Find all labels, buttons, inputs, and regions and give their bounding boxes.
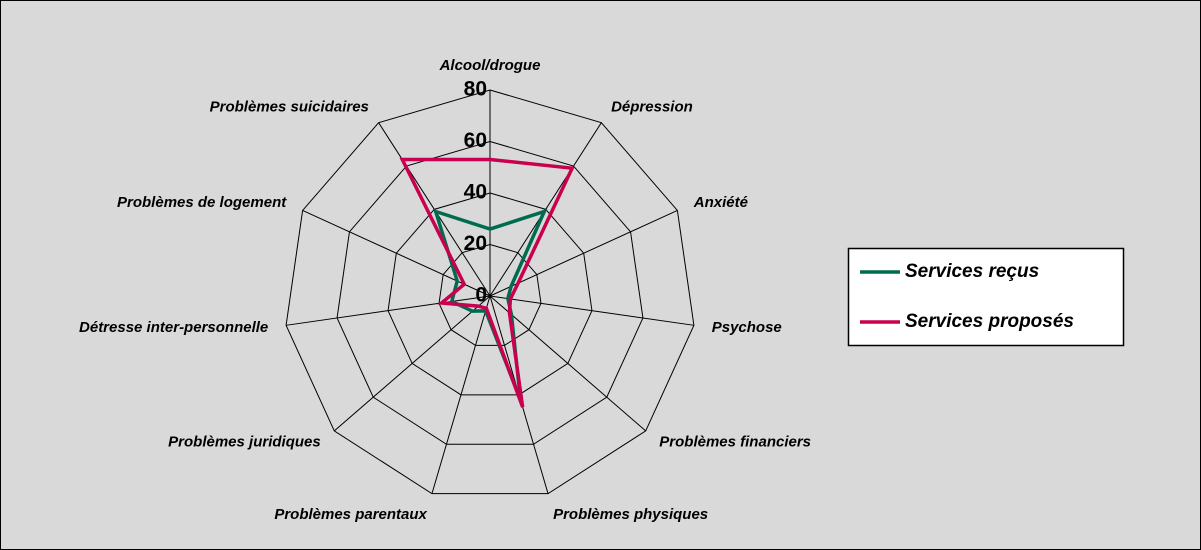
category-label: Anxiété bbox=[693, 194, 748, 211]
axis-spoke bbox=[286, 295, 491, 326]
labels: Alcool/drogue Dépression Anxiété Psychose Pr… bbox=[79, 57, 811, 523]
r-tick-label: 80 bbox=[464, 78, 487, 101]
axis-spoke bbox=[489, 295, 647, 432]
axis-spoke bbox=[431, 295, 491, 494]
r-tick-label: 20 bbox=[464, 232, 487, 255]
legend-label: Services reçus bbox=[905, 261, 1039, 282]
axis-spoke bbox=[333, 295, 491, 432]
category-label: Alcool/drogue bbox=[439, 57, 541, 74]
series-line bbox=[399, 157, 575, 408]
grid-ring bbox=[387, 192, 593, 396]
category-label: Problèmes de logement bbox=[117, 194, 287, 211]
category-label: Psychose bbox=[712, 319, 782, 336]
axis-spoke bbox=[489, 209, 678, 297]
plot-area bbox=[399, 157, 575, 408]
legend-label: Services proposés bbox=[905, 311, 1074, 332]
category-label: Problèmes parentaux bbox=[274, 506, 427, 523]
legend: Services reçus Services proposés bbox=[847, 247, 1125, 347]
category-label: Problèmes financiers bbox=[659, 434, 811, 451]
r-tick-label: 60 bbox=[464, 129, 487, 152]
axis-spoke bbox=[489, 295, 694, 326]
grid-ring bbox=[336, 140, 644, 445]
grid-ring bbox=[438, 243, 542, 346]
category-label: Problèmes physiques bbox=[553, 506, 708, 523]
grid-ring bbox=[285, 89, 695, 495]
r-tick-label: 0 bbox=[475, 284, 487, 307]
legend-box bbox=[847, 247, 1125, 347]
category-label: Dépression bbox=[611, 99, 693, 116]
category-label: Problèmes juridiques bbox=[168, 434, 321, 451]
category-label: Problèmes suicidaires bbox=[210, 99, 369, 116]
r-tick-label: 40 bbox=[464, 181, 487, 204]
category-label: Détresse inter-personnelle bbox=[79, 319, 268, 336]
